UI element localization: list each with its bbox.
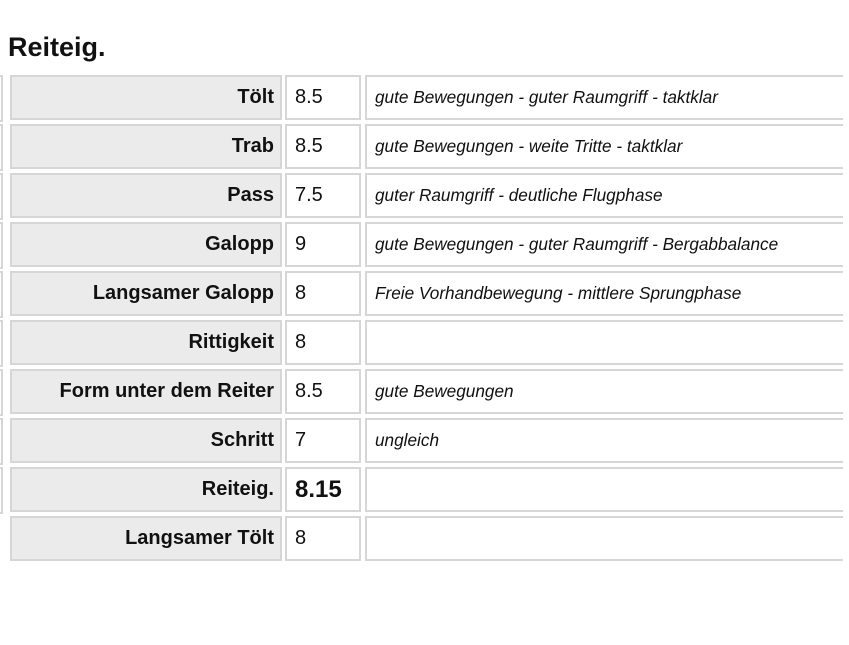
score-value: 8: [285, 271, 361, 316]
score-value: 7.5: [285, 173, 361, 218]
criterion-label: Langsamer Tölt: [10, 516, 282, 561]
left-edge-cell: [0, 222, 3, 269]
comment: gute Bewegungen - guter Raumgriff - Berg…: [365, 222, 843, 267]
left-edge-cell: [0, 173, 3, 220]
comment: gute Bewegungen - guter Raumgriff - takt…: [365, 75, 843, 120]
score-value: 8: [285, 320, 361, 365]
criterion-label: Trab: [10, 124, 282, 169]
criterion-label: Langsamer Galopp: [10, 271, 282, 316]
criterion-label: Form unter dem Reiter: [10, 369, 282, 414]
left-edge-cell: [0, 124, 3, 171]
comment: ungleich: [365, 418, 843, 463]
comment: [365, 516, 843, 561]
left-edge-cell: [0, 467, 3, 514]
score-value: 8.5: [285, 369, 361, 414]
table-row: Langsamer Galopp 8 Freie Vorhandbewegung -…: [0, 271, 849, 318]
comment: [365, 320, 843, 365]
table-row: Reiteig. 8.15: [0, 467, 849, 514]
criterion-label: Reiteig.: [10, 467, 282, 512]
table-row: Schritt 7 ungleich: [0, 418, 849, 465]
comment: gute Bewegungen - weite Tritte - taktkla…: [365, 124, 843, 169]
table-row: Galopp 9 gute Bewegungen - guter Raumgriff…: [0, 222, 849, 269]
table-row: Rittigkeit 8: [0, 320, 849, 367]
table-row: Pass 7.5 guter Raumgriff - deutliche Flugp…: [0, 173, 849, 220]
left-edge-cell: [0, 418, 3, 465]
table-row: Trab 8.5 gute Bewegungen - weite Tritte - …: [0, 124, 849, 171]
score-value: 7: [285, 418, 361, 463]
score-value: 8.15: [285, 467, 361, 512]
left-edge-cell: [0, 320, 3, 367]
comment: gute Bewegungen: [365, 369, 843, 414]
left-edge-cell: [0, 271, 3, 318]
comment: Freie Vorhandbewegung - mittlere Sprungp…: [365, 271, 843, 316]
criterion-label: Rittigkeit: [10, 320, 282, 365]
score-value: 8.5: [285, 75, 361, 120]
criterion-label: Schritt: [10, 418, 282, 463]
table-row: Langsamer Tölt 8: [0, 516, 849, 561]
score-value: 9: [285, 222, 361, 267]
left-edge-cell: [0, 75, 3, 122]
score-value: 8.5: [285, 124, 361, 169]
criterion-label: Pass: [10, 173, 282, 218]
table-row: Tölt 8.5 gute Bewegungen - guter Raumgriff…: [0, 75, 849, 122]
section-title: Reiteig.: [8, 32, 106, 62]
criterion-label: Galopp: [10, 222, 282, 267]
comment: guter Raumgriff - deutliche Flugphase: [365, 173, 843, 218]
comment: [365, 467, 843, 512]
table-row: Form unter dem Reiter 8.5 gute Bewegungen: [0, 369, 849, 416]
criterion-label: Tölt: [10, 75, 282, 120]
score-value: 8: [285, 516, 361, 561]
left-edge-cell: [0, 369, 3, 416]
